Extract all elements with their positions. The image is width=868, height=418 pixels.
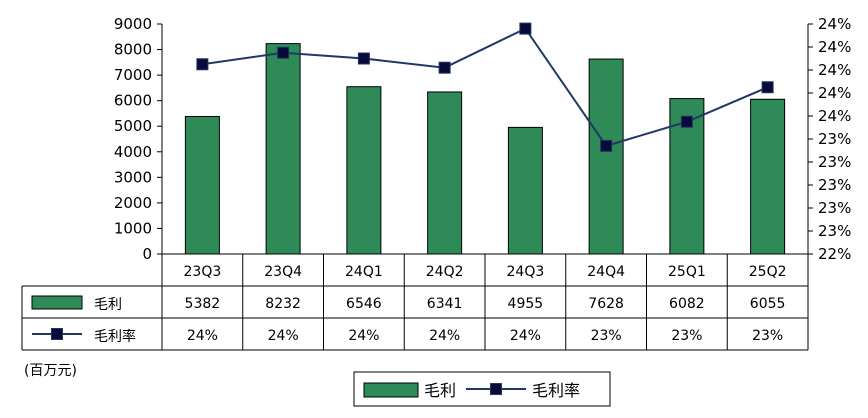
- y-left-tick-label: 5000: [114, 117, 152, 135]
- y-right-tick-label: 22%: [818, 245, 851, 263]
- y-right-tick-label: 23%: [818, 153, 851, 171]
- gross-margin-value: 24%: [429, 328, 460, 344]
- row-header-gross-margin: 毛利率: [94, 328, 136, 345]
- category-label-23Q3: 23Q3: [184, 264, 222, 280]
- bar-24Q4: [588, 58, 624, 255]
- y-right-tick-label: 23%: [818, 222, 851, 240]
- marker-23Q4: [277, 46, 290, 59]
- y-right-tick-label: 24%: [818, 15, 851, 33]
- gross-profit-value: 6055: [750, 296, 786, 312]
- bar-24Q3: [507, 126, 543, 255]
- gross-profit-value: 7628: [588, 296, 624, 312]
- y-right-tick-label: 23%: [818, 199, 851, 217]
- y-left-tick-label: 0: [142, 245, 152, 263]
- gross-profit-value: 6082: [669, 296, 705, 312]
- category-label-25Q2: 25Q2: [749, 264, 787, 280]
- category-label-24Q2: 24Q2: [426, 264, 464, 280]
- marker-23Q3: [196, 58, 209, 71]
- bar-23Q4: [265, 43, 301, 255]
- y-right-tick-label: 24%: [818, 84, 851, 102]
- marker-24Q1: [357, 52, 370, 65]
- gross-margin-value: 24%: [348, 328, 379, 344]
- gross-profit-value: 4955: [508, 296, 544, 312]
- y-right-tick-label: 24%: [818, 107, 851, 125]
- y-left-tick-label: 6000: [114, 92, 152, 110]
- marker-25Q2: [761, 81, 774, 94]
- unit-label: (百万元): [24, 363, 77, 379]
- y-left-tick-label: 1000: [114, 219, 152, 237]
- category-label-25Q1: 25Q1: [668, 264, 706, 280]
- y-left-tick-label: 8000: [114, 41, 152, 59]
- bar-24Q2: [427, 91, 463, 255]
- y-right-tick-label: 24%: [818, 61, 851, 79]
- legend-bar-swatch: [363, 382, 419, 398]
- gross-profit-value: 6546: [346, 296, 382, 312]
- line-group: [196, 22, 774, 152]
- y-left-tick-label: 3000: [114, 168, 152, 186]
- gross-margin-value: 24%: [187, 328, 218, 344]
- y-left-tick-label: 7000: [114, 66, 152, 84]
- legend: 毛利 毛利率: [353, 371, 611, 407]
- category-label-24Q3: 24Q3: [507, 264, 545, 280]
- gross-margin-value: 24%: [510, 328, 541, 344]
- row-key-marker: [51, 328, 63, 340]
- y-right-tick-label: 23%: [818, 130, 851, 148]
- category-label-24Q4: 24Q4: [587, 264, 625, 280]
- gross-profit-value: 5382: [185, 296, 221, 312]
- gross-profit-value: 8232: [265, 296, 301, 312]
- row-key-bar-swatch: [31, 295, 83, 310]
- marker-24Q2: [438, 61, 451, 74]
- y-left-tick-label: 9000: [114, 15, 152, 33]
- legend-label-gross-profit: 毛利: [424, 381, 456, 400]
- bar-25Q2: [750, 98, 786, 255]
- y-left-tick-label: 2000: [114, 194, 152, 212]
- marker-24Q3: [519, 22, 532, 35]
- gross-margin-value: 23%: [591, 328, 622, 344]
- marker-25Q1: [680, 115, 693, 128]
- y-right-tick-label: 24%: [818, 38, 851, 56]
- gross-margin-value: 23%: [752, 328, 783, 344]
- category-label-24Q1: 24Q1: [345, 264, 383, 280]
- margin-line: [202, 27, 769, 148]
- bars-group: [184, 43, 786, 255]
- axes-group: 0 1000 2000 3000 4000 5000 6000 7000 8000 9000 22%…: [114, 15, 852, 263]
- data-table: 23Q3 5382 24% 23Q4 8232 24% 24Q1 6546 24% 24Q2 634…: [21, 254, 809, 351]
- bar-24Q1: [346, 86, 382, 255]
- row-header-gross-profit: 毛利: [94, 297, 122, 313]
- gross-profit-value: 6341: [427, 296, 463, 312]
- y-left-tick-label: 4000: [114, 143, 152, 161]
- y-right-tick-label: 23%: [818, 176, 851, 194]
- bar-23Q3: [184, 115, 220, 255]
- gross-margin-value: 23%: [671, 328, 702, 344]
- category-label-23Q4: 23Q4: [264, 264, 302, 280]
- legend-marker: [490, 383, 502, 395]
- marker-24Q4: [600, 139, 613, 152]
- gross-margin-value: 24%: [268, 328, 299, 344]
- legend-label-gross-margin: 毛利率: [532, 381, 580, 400]
